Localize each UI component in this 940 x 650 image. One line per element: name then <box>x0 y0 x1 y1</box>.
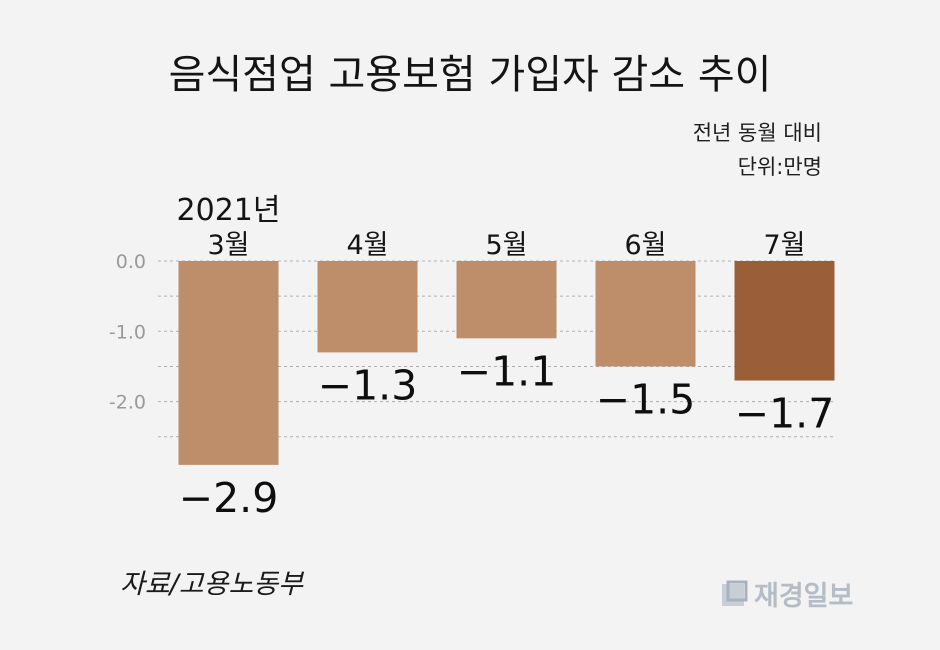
y-tick-label: -1.0 <box>109 321 146 343</box>
bar <box>178 261 279 465</box>
year-label: 2021년 <box>177 193 281 228</box>
jaegyeong-logo-icon <box>722 580 748 606</box>
bar <box>456 261 557 339</box>
bar <box>317 261 418 353</box>
value-label: −2.9 <box>179 474 279 522</box>
category-label: 6월 <box>624 230 666 261</box>
publisher-logo: 재경일보 <box>720 574 853 613</box>
category-label: 4월 <box>346 230 388 261</box>
value-label: −1.5 <box>596 375 696 423</box>
chart-unit: 단위:만명 <box>737 155 822 179</box>
category-label: 7월 <box>763 230 805 261</box>
bar <box>595 261 696 367</box>
chart-note: 전년 동월 대비 <box>692 121 822 145</box>
y-tick-label: -2.0 <box>109 392 146 414</box>
logo-text: 재경일보 <box>754 581 854 612</box>
category-label: 3월 <box>207 230 249 261</box>
chart-title: 음식점업 고용보험 가입자 감소 추이 <box>168 52 772 98</box>
bar <box>734 261 835 381</box>
category-label: 5월 <box>485 230 527 261</box>
y-tick-label: 0.0 <box>116 251 146 273</box>
value-label: −1.1 <box>457 347 557 395</box>
value-label: −1.3 <box>318 361 418 409</box>
value-label: −1.7 <box>735 390 835 438</box>
source-label: 자료/고용노동부 <box>120 569 303 600</box>
